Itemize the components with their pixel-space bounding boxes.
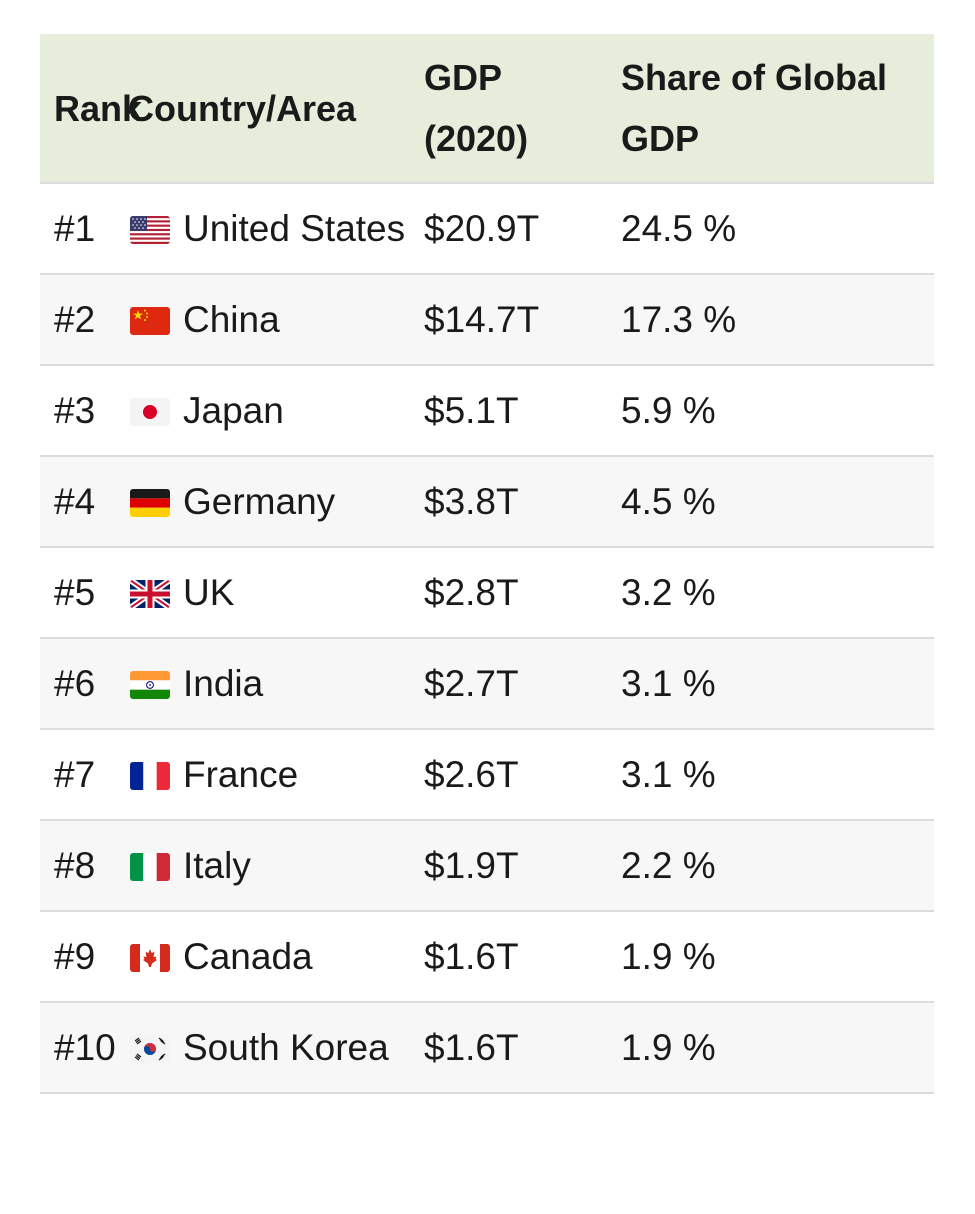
- country-name: South Korea: [183, 1027, 389, 1068]
- rank-cell: #1: [40, 183, 128, 275]
- country-cell: UK: [128, 547, 410, 639]
- rank-cell: #9: [40, 911, 128, 1003]
- country-cell: France: [128, 729, 410, 821]
- table-row: #7 France $2.6T 3.1 %: [40, 729, 934, 821]
- rank-cell: #8: [40, 820, 128, 912]
- us-flag-icon: [130, 216, 170, 244]
- share-cell: 3.1 %: [607, 729, 934, 821]
- country-column-header: Country/Area: [128, 34, 410, 184]
- table-row: #10 South Korea $1.6T 1.9 %: [40, 1002, 934, 1094]
- share-cell: 1.9 %: [607, 911, 934, 1003]
- gdp-cell: $1.6T: [410, 1002, 607, 1094]
- rank-cell: #6: [40, 638, 128, 730]
- rank-cell: #4: [40, 456, 128, 548]
- share-cell: 5.9 %: [607, 365, 934, 457]
- rank-cell: #3: [40, 365, 128, 457]
- country-cell: China: [128, 274, 410, 366]
- country-cell: Canada: [128, 911, 410, 1003]
- country-name: China: [183, 299, 280, 340]
- rank-cell: #5: [40, 547, 128, 639]
- gdp-cell: $5.1T: [410, 365, 607, 457]
- germany-flag-icon: [130, 489, 170, 517]
- rank-cell: #2: [40, 274, 128, 366]
- gdp-cell: $14.7T: [410, 274, 607, 366]
- gdp-column-header: GDP (2020): [410, 34, 607, 184]
- canada-flag-icon: [130, 944, 170, 972]
- country-name: United States: [183, 208, 406, 249]
- gdp-ranking-table: Rank Country/Area GDP (2020) Share of Gl…: [40, 34, 934, 1094]
- country-name: Canada: [183, 936, 313, 977]
- table-row: #3 Japan $5.1T 5.9 %: [40, 365, 934, 457]
- gdp-cell: $2.8T: [410, 547, 607, 639]
- gdp-cell: $3.8T: [410, 456, 607, 548]
- gdp-cell: $2.6T: [410, 729, 607, 821]
- share-column-header: Share of Global GDP: [607, 34, 934, 184]
- country-name: Italy: [183, 845, 251, 886]
- header-row: Rank Country/Area GDP (2020) Share of Gl…: [40, 34, 934, 184]
- country-name: Japan: [183, 390, 284, 431]
- gdp-cell: $20.9T: [410, 183, 607, 275]
- share-cell: 3.2 %: [607, 547, 934, 639]
- table-row: #4 Germany $3.8T 4.5 %: [40, 456, 934, 548]
- share-cell: 2.2 %: [607, 820, 934, 912]
- rank-cell: #10: [40, 1002, 128, 1094]
- rank-cell: #7: [40, 729, 128, 821]
- india-flag-icon: [130, 671, 170, 699]
- country-cell: Japan: [128, 365, 410, 457]
- uk-flag-icon: [130, 580, 170, 608]
- share-cell: 24.5 %: [607, 183, 934, 275]
- gdp-cell: $2.7T: [410, 638, 607, 730]
- italy-flag-icon: [130, 853, 170, 881]
- country-cell: Germany: [128, 456, 410, 548]
- country-name: France: [183, 754, 299, 795]
- share-cell: 3.1 %: [607, 638, 934, 730]
- table-row: #9 Canada $1.6T 1.9 %: [40, 911, 934, 1003]
- gdp-cell: $1.9T: [410, 820, 607, 912]
- share-cell: 1.9 %: [607, 1002, 934, 1094]
- gdp-cell: $1.6T: [410, 911, 607, 1003]
- table-body: #1 United States $20.9T 24.5 % #2 China $14.…: [40, 183, 934, 1094]
- japan-flag-icon: [130, 398, 170, 426]
- country-name: Germany: [183, 481, 336, 522]
- country-cell: South Korea: [128, 1002, 410, 1094]
- table-header: Rank Country/Area GDP (2020) Share of Gl…: [40, 34, 934, 184]
- country-name: India: [183, 663, 264, 704]
- table-row: #6 India $2.7T 3.1 %: [40, 638, 934, 730]
- table-row: #5 UK $2.8T 3.2 %: [40, 547, 934, 639]
- rank-column-header: Rank: [40, 34, 142, 184]
- france-flag-icon: [130, 762, 170, 790]
- china-flag-icon: [130, 307, 170, 335]
- table-row: #2 China $14.7T 17.3 %: [40, 274, 934, 366]
- country-cell: Italy: [128, 820, 410, 912]
- table-row: #1 United States $20.9T 24.5 %: [40, 183, 934, 275]
- share-cell: 4.5 %: [607, 456, 934, 548]
- share-cell: 17.3 %: [607, 274, 934, 366]
- country-cell: United States: [128, 183, 410, 275]
- country-cell: India: [128, 638, 410, 730]
- table-row: #8 Italy $1.9T 2.2 %: [40, 820, 934, 912]
- south-korea-flag-icon: [130, 1035, 170, 1063]
- country-name: UK: [183, 572, 235, 613]
